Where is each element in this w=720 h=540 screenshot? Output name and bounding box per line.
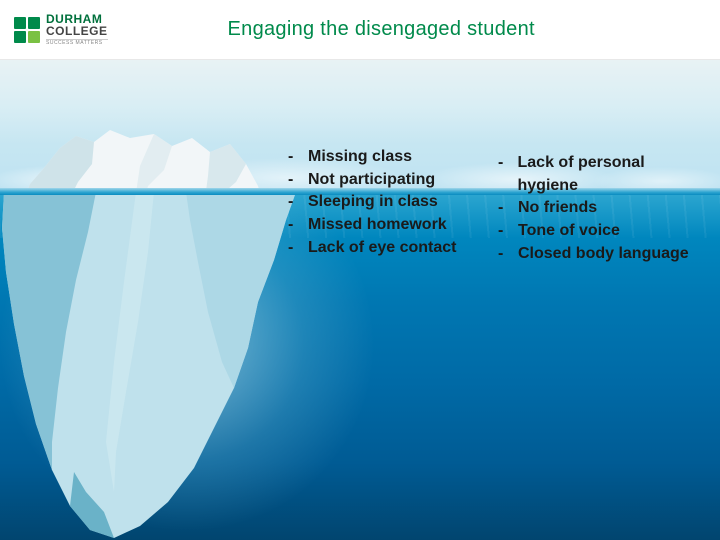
bullet-icon: - xyxy=(288,191,298,214)
item-text: Not participating xyxy=(308,169,435,192)
bullet-icon: - xyxy=(288,237,298,260)
item-text: Lack of eye contact xyxy=(308,237,457,260)
logo-mark-icon xyxy=(14,17,40,43)
bullet-icon: - xyxy=(288,214,298,237)
item-text: Missing class xyxy=(308,146,412,169)
list-item: -Missing class xyxy=(288,146,488,169)
item-text: Lack of personal hygiene xyxy=(518,152,701,197)
item-text: Closed body language xyxy=(518,243,689,266)
iceberg-below-icon xyxy=(0,192,316,540)
bullet-icon: - xyxy=(498,220,508,243)
logo-tagline: SUCCESS MATTERS xyxy=(46,39,108,46)
logo-text: DURHAM COLLEGE SUCCESS MATTERS xyxy=(46,13,108,46)
bullet-icon: - xyxy=(498,243,508,266)
item-text: Sleeping in class xyxy=(308,191,438,214)
item-text: Missed homework xyxy=(308,214,447,237)
content-columns: -Missing class -Not participating -Sleep… xyxy=(288,146,700,266)
item-text: Tone of voice xyxy=(518,220,620,243)
logo-word-2: COLLEGE xyxy=(46,25,108,37)
list-item: -Missed homework xyxy=(288,214,488,237)
page-title: Engaging the disengaged student xyxy=(228,18,535,41)
list-item: -Lack of personal hygiene xyxy=(498,152,700,197)
list-item: -Not participating xyxy=(288,169,488,192)
list-item: -Closed body language xyxy=(498,243,700,266)
list-item: -Sleeping in class xyxy=(288,191,488,214)
bullet-icon: - xyxy=(288,146,298,169)
item-text: No friends xyxy=(518,197,597,220)
right-column: -Lack of personal hygiene -No friends -T… xyxy=(498,152,700,266)
list-item: -No friends xyxy=(498,197,700,220)
background-image xyxy=(0,60,720,540)
header: DURHAM COLLEGE SUCCESS MATTERS Engaging … xyxy=(0,0,720,60)
left-column: -Missing class -Not participating -Sleep… xyxy=(288,146,488,266)
list-item: -Tone of voice xyxy=(498,220,700,243)
bullet-icon: - xyxy=(498,197,508,220)
bullet-icon: - xyxy=(288,169,298,192)
logo: DURHAM COLLEGE SUCCESS MATTERS xyxy=(14,13,108,46)
list-item: -Lack of eye contact xyxy=(288,237,488,260)
bullet-icon: - xyxy=(498,152,508,197)
